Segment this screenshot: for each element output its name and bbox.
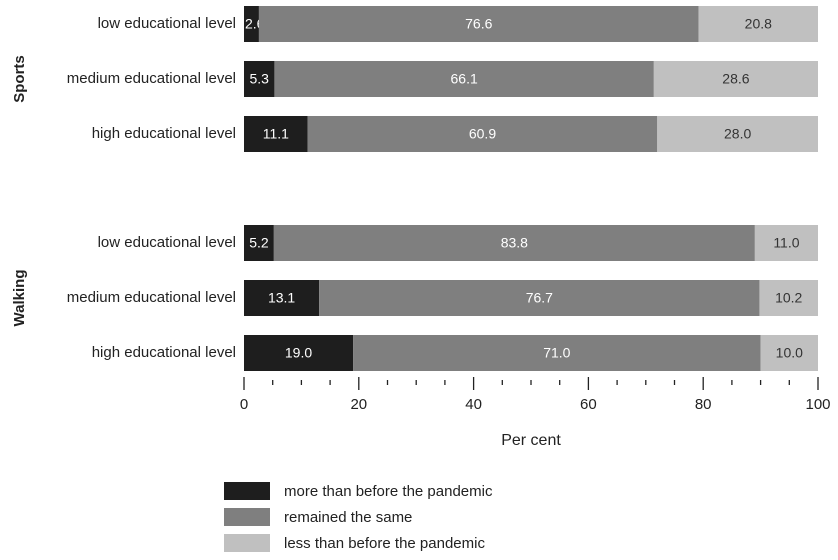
- x-tick-label: 60: [580, 396, 597, 413]
- data-label: 10.2: [775, 290, 802, 306]
- bar-segment: [754, 225, 818, 261]
- data-label: 28.6: [722, 71, 749, 87]
- bar-segment: [307, 116, 658, 152]
- bar-segment: [353, 335, 761, 371]
- data-label: 19.0: [285, 345, 312, 361]
- data-label: 83.8: [501, 235, 528, 251]
- x-tick-label: 0: [240, 396, 248, 413]
- category-label: high educational level: [92, 125, 236, 142]
- data-label: 28.0: [724, 126, 751, 142]
- group-label-walking: Walking: [11, 270, 28, 327]
- data-label: 76.7: [526, 290, 553, 306]
- bar-segment: [244, 116, 308, 152]
- legend-label: less than before the pandemic: [284, 535, 485, 552]
- category-label: low educational level: [98, 234, 236, 251]
- bar-segment: [244, 6, 259, 42]
- bar-segment: [244, 280, 320, 316]
- category-label: high educational level: [92, 344, 236, 361]
- bar-segment: [657, 116, 818, 152]
- bar-segment: [244, 225, 274, 261]
- legend-swatch: [224, 534, 270, 552]
- x-axis-title: Per cent: [501, 432, 561, 449]
- legend-label: remained the same: [284, 509, 412, 526]
- data-label: 66.1: [451, 71, 478, 87]
- group-label-sports: Sports: [11, 55, 28, 103]
- bar-segment: [273, 225, 755, 261]
- x-tick-label: 80: [695, 396, 712, 413]
- bar-segment: [244, 335, 354, 371]
- x-tick-label: 40: [465, 396, 482, 413]
- bar-segment: [760, 335, 818, 371]
- data-label: 5.2: [249, 235, 269, 251]
- legend-swatch: [224, 482, 270, 500]
- bar-segment: [653, 61, 818, 97]
- x-tick-label: 20: [350, 396, 367, 413]
- bar-segment: [274, 61, 654, 97]
- data-label: 13.1: [268, 290, 295, 306]
- data-label: 76.6: [465, 16, 492, 32]
- bar-segment: [319, 280, 760, 316]
- bar-segment: [759, 280, 818, 316]
- bar-segment: [698, 6, 818, 42]
- data-label: 10.0: [776, 345, 803, 361]
- x-tick-label: 100: [805, 396, 830, 413]
- bar-segment: [258, 6, 699, 42]
- category-label: medium educational level: [67, 70, 236, 87]
- category-label: medium educational level: [67, 289, 236, 306]
- data-label: 60.9: [469, 126, 496, 142]
- data-label: 11.1: [263, 126, 289, 142]
- data-label: 20.8: [745, 16, 772, 32]
- data-label: 71.0: [543, 345, 570, 361]
- data-label: 11.0: [773, 235, 799, 251]
- category-label: low educational level: [98, 15, 236, 32]
- legend-label: more than before the pandemic: [284, 483, 493, 500]
- data-label: 5.3: [249, 71, 269, 87]
- bar-segment: [244, 61, 275, 97]
- legend-swatch: [224, 508, 270, 526]
